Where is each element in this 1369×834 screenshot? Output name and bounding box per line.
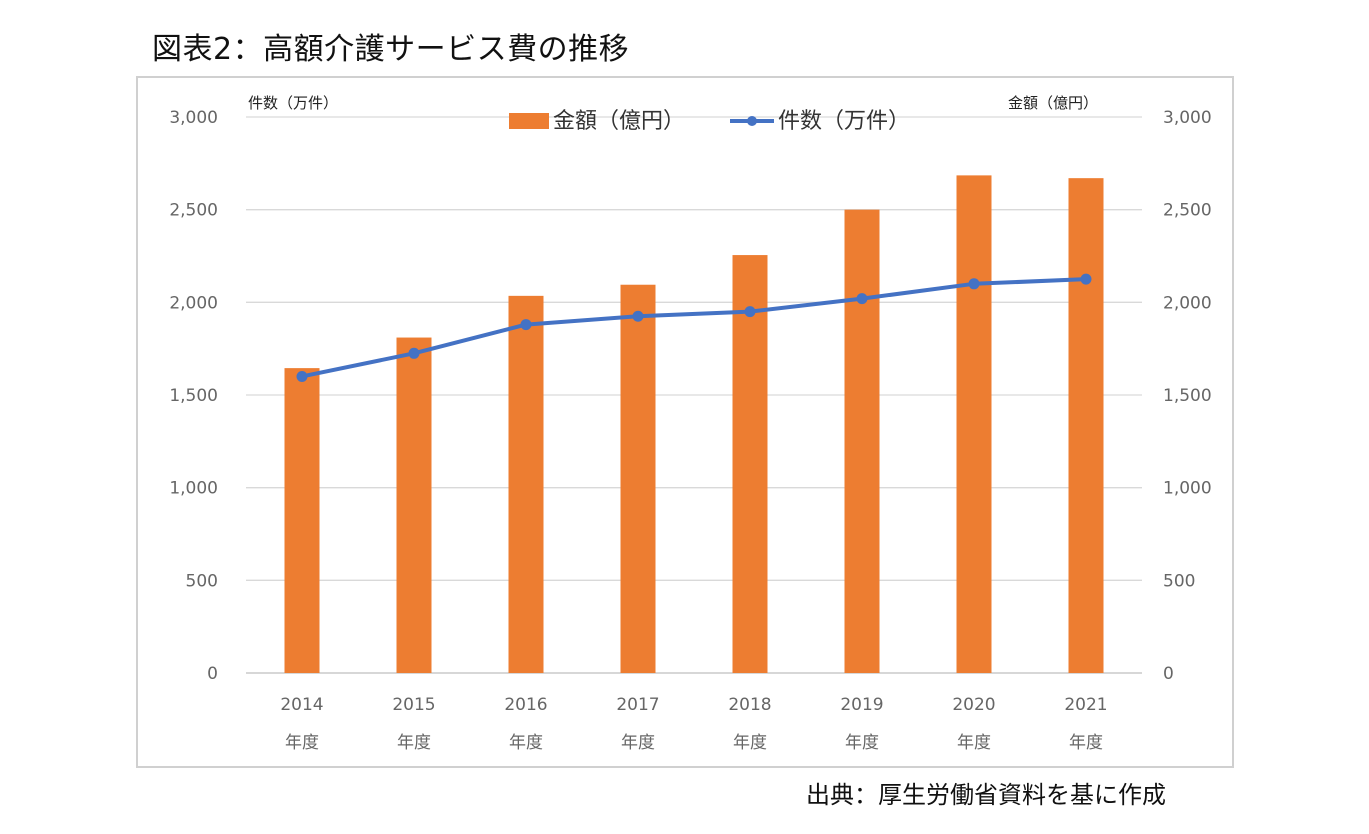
line-point-2014	[296, 370, 308, 382]
line-point-2021	[1080, 273, 1092, 285]
left-tick-label: 1,000	[169, 479, 218, 499]
axis-labels: 0 0 500 500 1,000 1,000 1,500 1,500 2,000 2,000 2,…	[169, 108, 1211, 753]
x-tick-year: 2018	[728, 695, 771, 715]
x-tick-year: 2021	[1064, 695, 1107, 715]
x-tick-suffix: 年度	[509, 733, 543, 753]
legend-line-label: 件数（万件）	[778, 109, 910, 134]
legend-line-marker	[747, 116, 757, 126]
left-tick-label: 2,500	[169, 201, 218, 221]
line-point-2015	[408, 347, 420, 359]
left-tick-label: 0	[207, 664, 218, 684]
right-tick-label: 500	[1163, 571, 1195, 591]
x-tick-suffix: 年度	[845, 733, 879, 753]
x-tick-year: 2019	[840, 695, 883, 715]
right-tick-label: 2,500	[1163, 201, 1212, 221]
x-tick-year: 2020	[952, 695, 995, 715]
bar-2018	[732, 255, 768, 673]
line-point-2016	[520, 319, 532, 331]
line-point-2019	[856, 293, 868, 305]
source-note: 出典：厚生労働省資料を基に作成	[806, 781, 1166, 809]
left-tick-label: 2,000	[169, 293, 218, 313]
bar-series	[284, 175, 1104, 673]
line-series	[296, 273, 1092, 382]
right-tick-label: 1,500	[1163, 386, 1212, 406]
x-tick-year: 2017	[616, 695, 659, 715]
legend: 金額（億円） 件数（万件）	[509, 109, 910, 134]
chart-frame	[136, 76, 1234, 768]
x-tick-suffix: 年度	[957, 733, 991, 753]
left-tick-label: 3,000	[169, 108, 218, 128]
right-tick-label: 1,000	[1163, 479, 1212, 499]
left-axis-label: 件数（万件）	[248, 94, 338, 112]
line-path	[301, 277, 1087, 379]
bar-2016	[508, 295, 544, 673]
bar-2015	[396, 337, 432, 673]
left-tick-label: 500	[186, 571, 218, 591]
x-tick-suffix: 年度	[621, 733, 655, 753]
x-tick-year: 2016	[504, 695, 547, 715]
x-tick-suffix: 年度	[397, 733, 431, 753]
bar-2017	[620, 284, 656, 673]
right-tick-label: 2,000	[1163, 293, 1212, 313]
line-point-2020	[968, 278, 980, 290]
bar-2014	[284, 368, 320, 673]
legend-bar-swatch	[509, 113, 549, 129]
x-tick-suffix: 年度	[1069, 733, 1103, 753]
figure-title: 図表2：高額介護サービス費の推移	[152, 32, 630, 67]
bar-2020	[956, 175, 992, 673]
x-tick-suffix: 年度	[285, 733, 319, 753]
x-tick-year: 2014	[280, 695, 323, 715]
bar-2021	[1068, 178, 1104, 673]
right-tick-label: 0	[1163, 664, 1174, 684]
right-tick-label: 3,000	[1163, 108, 1212, 128]
left-tick-label: 1,500	[169, 386, 218, 406]
line-point-2017	[632, 310, 644, 322]
x-tick-suffix: 年度	[733, 733, 767, 753]
x-tick-year: 2015	[392, 695, 435, 715]
bar-2019	[844, 209, 880, 673]
line-point-2018	[744, 306, 756, 318]
gridlines	[246, 116, 1142, 674]
right-axis-label: 金額（億円）	[1008, 94, 1098, 112]
legend-bar-label: 金額（億円）	[553, 109, 685, 134]
